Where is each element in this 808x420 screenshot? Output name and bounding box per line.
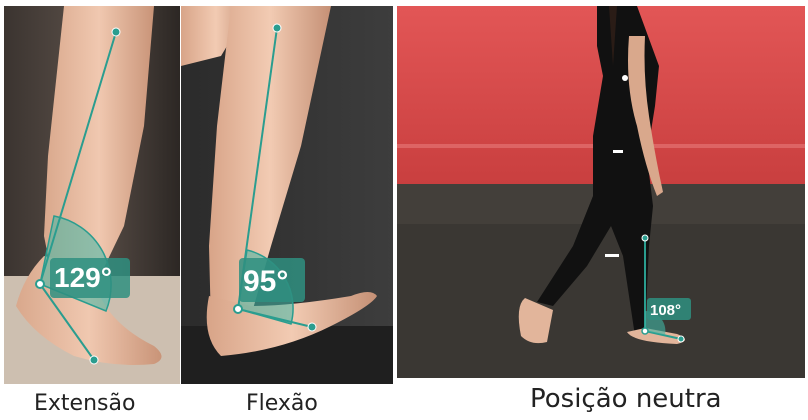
marker-ankle bbox=[35, 279, 45, 289]
marker-toe bbox=[89, 355, 99, 365]
marker-knee bbox=[272, 23, 282, 33]
angle-label-neutral: 108° bbox=[650, 302, 681, 319]
photo-extension-panel: 129° bbox=[4, 6, 180, 384]
angle-label-box bbox=[647, 298, 691, 320]
angle-label-box bbox=[50, 258, 130, 298]
photo-neutral-panel: 108° bbox=[397, 6, 805, 378]
goniometer-arm-leg bbox=[39, 31, 117, 285]
angle-label-extension: 129° bbox=[54, 262, 112, 293]
angle-label-flexion: 95° bbox=[243, 265, 288, 298]
marker-knee bbox=[641, 234, 649, 242]
marker-ankle bbox=[641, 327, 649, 335]
angle-label-box bbox=[239, 258, 305, 302]
marker-toe bbox=[307, 322, 317, 332]
marker-knee bbox=[111, 27, 121, 37]
caption-flexion: Flexão bbox=[246, 391, 318, 416]
goniometer-arm-foot bbox=[644, 330, 682, 340]
marker-toe bbox=[677, 335, 685, 343]
neutral-photo: 108° bbox=[397, 6, 805, 378]
caption-neutral: Posição neutra bbox=[530, 384, 722, 414]
goniometer-arm-foot bbox=[39, 283, 95, 361]
flexion-photo: 95° bbox=[181, 6, 393, 384]
goniometer-arm-foot bbox=[237, 308, 313, 328]
extension-photo: 129° bbox=[4, 6, 180, 384]
caption-extension: Extensão bbox=[34, 391, 136, 416]
photo-flexion-panel: 95° bbox=[181, 6, 393, 384]
marker-ankle bbox=[233, 304, 243, 314]
